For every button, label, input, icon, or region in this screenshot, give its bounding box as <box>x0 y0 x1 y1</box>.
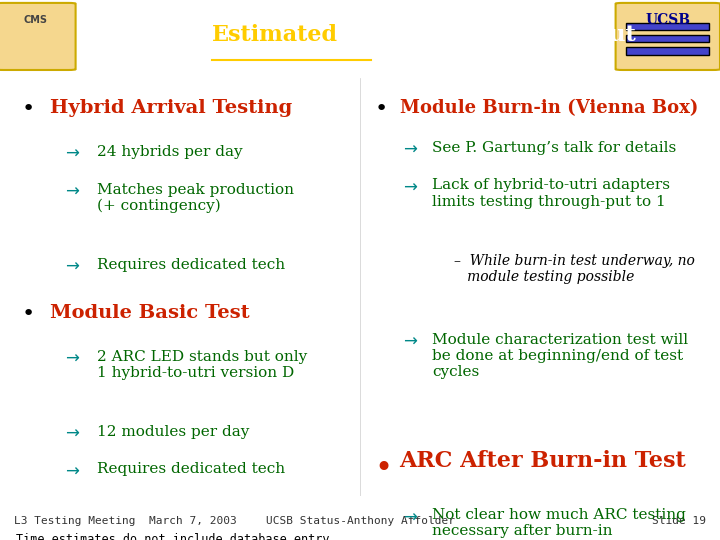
Text: →: → <box>65 425 78 443</box>
Text: Requires dedicated tech: Requires dedicated tech <box>97 258 285 272</box>
Text: →: → <box>403 333 417 351</box>
Text: •: • <box>374 99 387 119</box>
FancyBboxPatch shape <box>626 35 709 42</box>
FancyBboxPatch shape <box>626 23 709 30</box>
FancyBboxPatch shape <box>7 504 346 540</box>
Text: Requires dedicated tech: Requires dedicated tech <box>97 462 285 476</box>
Text: 12 modules per day: 12 modules per day <box>97 425 250 439</box>
Text: 24 hybrids per day: 24 hybrids per day <box>97 145 243 159</box>
FancyBboxPatch shape <box>626 48 709 55</box>
Text: –  While burn-in test underway, no
   module testing possible: – While burn-in test underway, no module… <box>454 254 695 284</box>
Text: →: → <box>65 145 78 163</box>
Text: •: • <box>22 303 35 323</box>
Text: UCSB: UCSB <box>646 14 690 28</box>
Text: Module characterization test will
be done at beginning/end of test
cycles: Module characterization test will be don… <box>432 333 688 379</box>
Text: Module Basic Test: Module Basic Test <box>50 303 250 322</box>
Text: Matches peak production
(+ contingency): Matches peak production (+ contingency) <box>97 183 294 213</box>
Text: Slide 19: Slide 19 <box>652 516 706 525</box>
Text: •: • <box>374 454 392 483</box>
Text: 2 ARC LED stands but only
1 hybrid-to-utri version D: 2 ARC LED stands but only 1 hybrid-to-ut… <box>97 349 307 380</box>
Text: Current: Current <box>94 24 199 46</box>
FancyBboxPatch shape <box>616 3 720 70</box>
Text: Lack of hybrid-to-utri adapters
limits testing through-put to 1: Lack of hybrid-to-utri adapters limits t… <box>432 179 670 208</box>
Text: UCSB Status-Anthony Affolder: UCSB Status-Anthony Affolder <box>266 516 454 525</box>
Text: →: → <box>65 462 78 480</box>
Text: •: • <box>22 99 35 119</box>
Text: →: → <box>65 183 78 201</box>
Text: Hybrid Arrival Testing: Hybrid Arrival Testing <box>50 99 292 117</box>
Text: →: → <box>403 508 417 526</box>
Text: Testing Through-put: Testing Through-put <box>371 24 636 46</box>
Text: ARC After Burn-in Test: ARC After Burn-in Test <box>400 450 686 472</box>
Text: →: → <box>65 349 78 368</box>
Text: Time estimates do not include database entry.
After finishing test equipment acq: Time estimates do not include database e… <box>0 532 372 540</box>
Text: See P. Gartung’s talk for details: See P. Gartung’s talk for details <box>432 141 676 155</box>
Text: Module Burn-in (Vienna Box): Module Burn-in (Vienna Box) <box>400 99 698 117</box>
Text: Not clear how much ARC testing
necessary after burn-in: Not clear how much ARC testing necessary… <box>432 508 686 538</box>
FancyBboxPatch shape <box>0 3 76 70</box>
Text: L3 Testing Meeting  March 7, 2003: L3 Testing Meeting March 7, 2003 <box>14 516 237 525</box>
Text: →: → <box>403 179 417 197</box>
Text: Estimated: Estimated <box>212 24 338 46</box>
Text: CMS: CMS <box>24 16 48 25</box>
Text: →: → <box>65 258 78 276</box>
Text: →: → <box>403 141 417 159</box>
